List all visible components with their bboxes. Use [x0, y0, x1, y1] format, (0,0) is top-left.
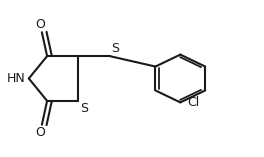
Text: S: S [80, 102, 88, 115]
Text: Cl: Cl [187, 96, 199, 109]
Text: O: O [36, 126, 45, 138]
Text: HN: HN [7, 72, 26, 85]
Text: O: O [36, 19, 45, 31]
Text: S: S [111, 42, 119, 55]
